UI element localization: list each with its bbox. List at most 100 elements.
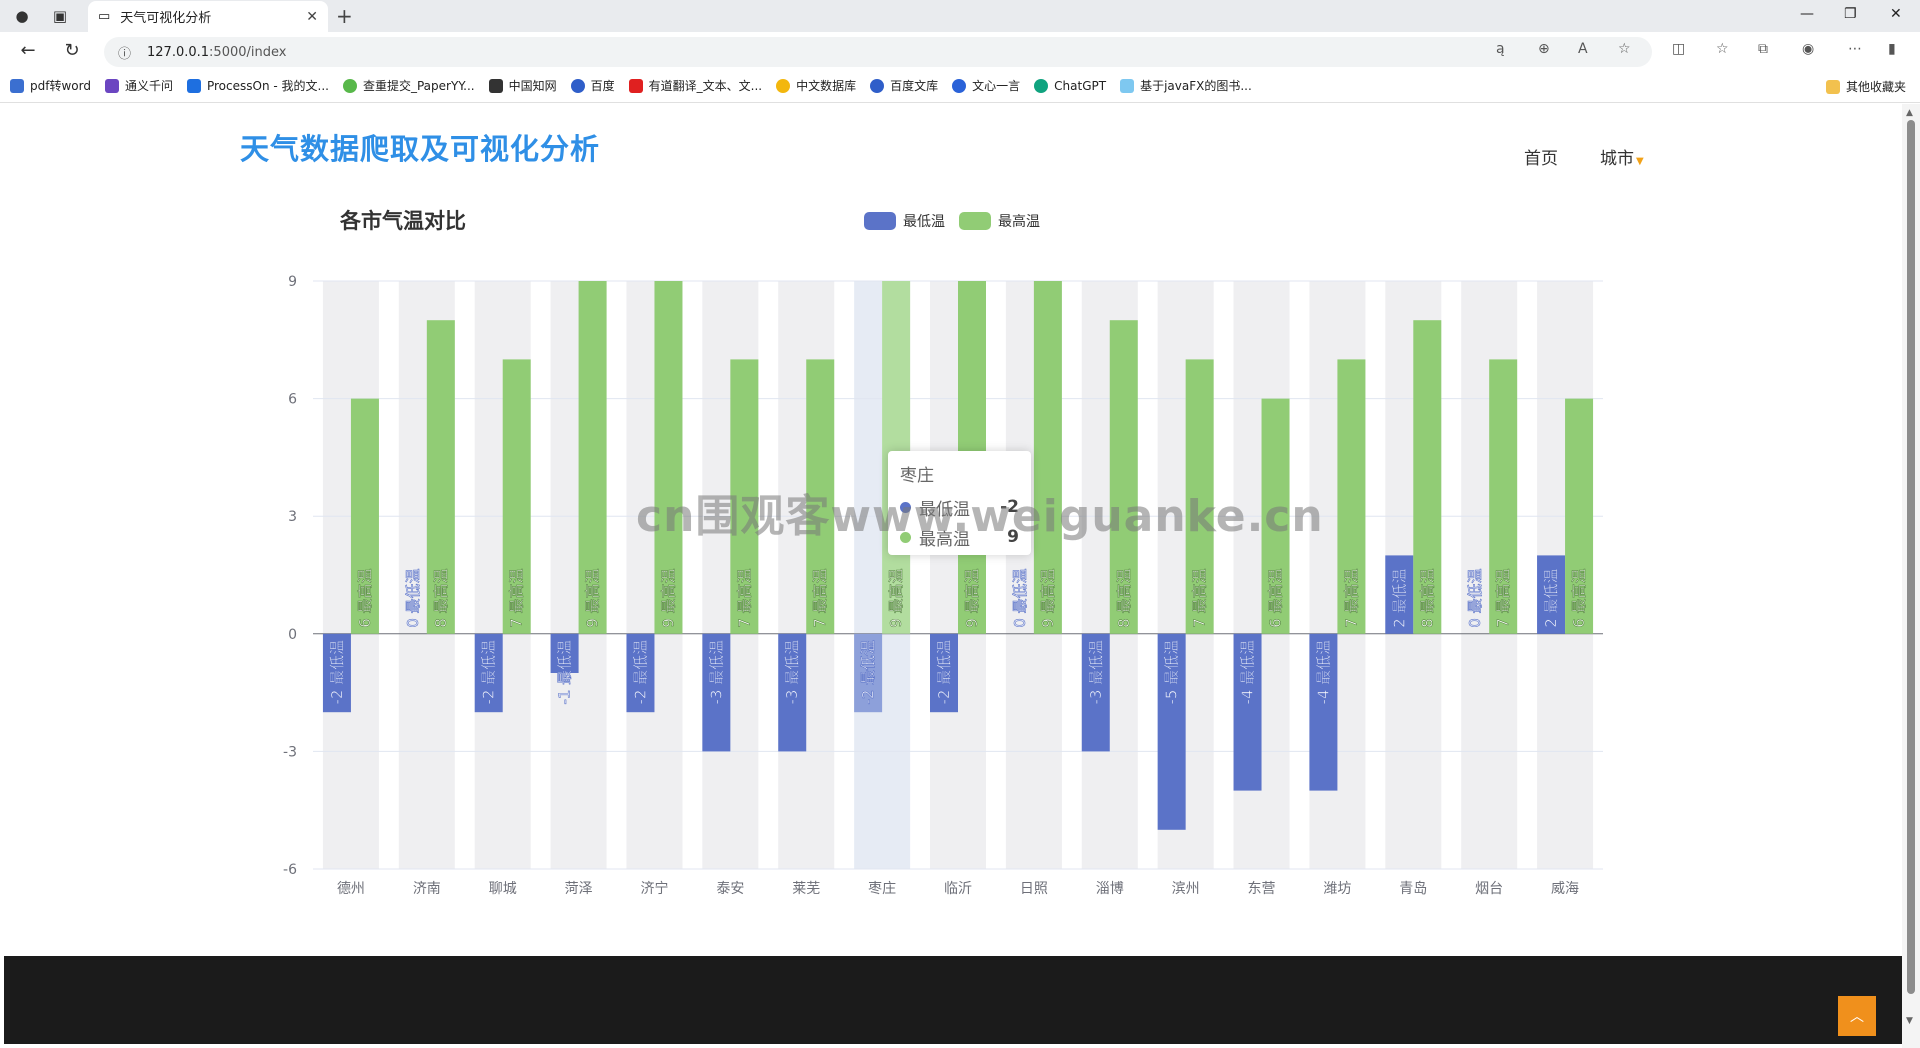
bookmark-item[interactable]: 文心一言	[952, 77, 1020, 94]
bookmark-item[interactable]: pdf转word	[10, 77, 91, 94]
back-to-top-button[interactable]: ︿	[1838, 996, 1876, 1036]
restore-icon[interactable]: ❐	[1844, 6, 1857, 22]
bar-min-temp	[1157, 633, 1186, 830]
bar-max-temp	[502, 359, 531, 634]
y-tick-label: 0	[288, 627, 297, 643]
split-screen-icon[interactable]: ◫	[1672, 41, 1686, 57]
bookmark-item[interactable]: ChatGPT	[1034, 78, 1106, 93]
bookmark-icon	[104, 78, 119, 93]
bar-data-label: 6 最高温	[1267, 568, 1285, 627]
y-tick-label: -3	[283, 744, 297, 760]
bar-min-temp	[322, 633, 351, 713]
bookmark-item[interactable]: 通义千问	[104, 77, 173, 94]
x-tick-label: 烟台	[1475, 881, 1503, 897]
x-tick-label: 聊城	[489, 881, 517, 897]
bar-data-label: 9 最高温	[584, 568, 602, 627]
legend-label: 最高温	[998, 213, 1040, 230]
more-menu-icon[interactable]: ⋯	[1848, 41, 1862, 57]
sidebar-icon[interactable]: ▮	[1888, 41, 1896, 57]
bar-data-label: -4 最低温	[1314, 640, 1332, 705]
new-tab-icon[interactable]: +	[336, 4, 353, 28]
tooltip-series-value: -2	[1000, 497, 1019, 517]
other-bookmarks[interactable]: 其他收藏夹	[1825, 78, 1906, 95]
extensions-icon[interactable]: ◉	[1802, 41, 1815, 57]
bookmark-item[interactable]: 百度	[570, 77, 615, 94]
bar-max-temp	[1033, 281, 1062, 634]
chart-title: 各市气温对比	[339, 209, 466, 233]
tab-actions-icon[interactable]: ▣	[52, 7, 68, 25]
reload-icon[interactable]: ↻	[64, 39, 80, 61]
bookmark-icon	[570, 78, 585, 93]
page-footer	[4, 956, 1902, 1044]
tooltip-series-name: 最低温	[919, 499, 970, 520]
nav-city-dropdown[interactable]: 城市 ▼	[1600, 144, 1644, 169]
bar-min-temp	[1537, 555, 1566, 634]
bookmark-item[interactable]: 查重提交_PaperYY...	[342, 77, 475, 94]
bar-data-label: 7 最高温	[1191, 568, 1209, 627]
tab-title: 天气可视化分析	[120, 11, 212, 26]
scroll-down-icon[interactable]: ▼	[1906, 1016, 1913, 1026]
bookmark-icon	[776, 78, 791, 93]
bar-data-label: 7 最高温	[735, 568, 753, 627]
bar-data-label: 9 最高温	[1039, 568, 1057, 627]
bar-data-label: 0 最低温	[404, 568, 422, 627]
bookmark-item[interactable]: 中国知网	[488, 77, 557, 94]
close-window-icon[interactable]: ✕	[1890, 6, 1902, 22]
bar-max-temp	[1489, 359, 1518, 634]
tooltip-row: 最高温 9	[900, 522, 1019, 552]
zoom-icon[interactable]: ⊕	[1538, 41, 1550, 57]
bookmark-icon	[1034, 78, 1049, 93]
address-bar[interactable]: ⓘ 127.0.0.1:5000/index	[104, 37, 1652, 67]
bar-data-label: -3 最低温	[1087, 640, 1105, 705]
bookmark-icon	[1120, 78, 1135, 93]
x-tick-label: 日照	[1020, 881, 1048, 897]
nav-home[interactable]: 首页	[1524, 149, 1558, 169]
bar-max-temp	[1565, 398, 1594, 634]
bar-max-temp	[1413, 320, 1442, 634]
info-icon[interactable]: ⓘ	[118, 46, 132, 62]
bar-max-temp	[426, 320, 455, 634]
close-icon[interactable]: ✕	[306, 8, 318, 25]
scrollbar-thumb[interactable]	[1907, 120, 1915, 994]
bookmark-icon	[870, 78, 885, 93]
bar-max-temp	[1337, 359, 1366, 634]
watermark-text: cn围观客www.weiguanke.cn	[636, 491, 1324, 542]
bar-max-temp	[1109, 320, 1138, 634]
x-tick-label: 济南	[413, 881, 441, 897]
bookmark-item[interactable]: ProcessOn - 我的文...	[186, 77, 329, 94]
text-size-icon[interactable]: A	[1578, 41, 1588, 57]
favorite-star-icon[interactable]: ☆	[1618, 41, 1631, 57]
bar-data-label: 9 最高温	[659, 568, 677, 627]
bar-min-temp	[930, 633, 958, 713]
bookmark-item[interactable]: 基于javaFX的图书...	[1120, 77, 1252, 94]
bar-min-temp	[626, 633, 655, 713]
site-title[interactable]: 天气数据爬取及可视化分析	[240, 132, 601, 166]
minimize-icon[interactable]: —	[1800, 6, 1814, 22]
bar-data-label: 7 最高温	[1342, 568, 1360, 627]
bar-data-label: 7 最高温	[811, 568, 829, 627]
bar-data-label: 7 最高温	[1494, 568, 1512, 627]
favorites-icon[interactable]: ☆	[1716, 41, 1729, 57]
browser-tab[interactable]: ▭ 天气可视化分析 ✕	[88, 1, 328, 32]
bar-min-temp	[550, 633, 579, 673]
bar-data-label: 0 最低温	[1466, 568, 1484, 627]
tooltip-series-name: 最高温	[919, 529, 970, 550]
x-tick-label: 淄博	[1096, 880, 1124, 897]
collections-icon[interactable]: ⧉	[1758, 41, 1768, 57]
x-tick-label: 滨州	[1172, 881, 1200, 897]
back-icon[interactable]: ←	[20, 39, 36, 61]
bookmark-item[interactable]: 中文数据库	[776, 77, 856, 94]
y-tick-label: 6	[288, 392, 297, 408]
bar-min-temp	[702, 633, 731, 752]
bookmark-item[interactable]: 百度文库	[870, 77, 938, 94]
profile-icon[interactable]: ●	[15, 7, 29, 25]
read-aloud-icon[interactable]: ą	[1496, 41, 1505, 57]
scroll-up-icon[interactable]: ▲	[1906, 108, 1913, 118]
bar-data-label: 9 最高温	[963, 568, 981, 627]
folder-icon	[1825, 79, 1840, 94]
bar-data-label: 8 最高温	[1115, 568, 1133, 627]
bar-min-temp	[1233, 633, 1262, 791]
bookmark-icon	[488, 78, 503, 93]
bookmark-item[interactable]: 有道翻译_文本、文...	[628, 77, 762, 94]
bar-data-label: -3 最低温	[707, 640, 725, 705]
